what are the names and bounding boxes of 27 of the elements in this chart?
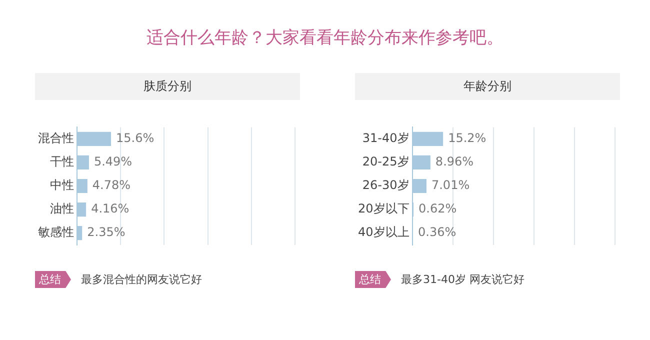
- text: 最多31-40岁 网友说它好: [401, 272, 524, 287]
- data-label: 7.01%: [431, 178, 470, 192]
- y-tick-label: 敏感性: [38, 225, 74, 240]
- data-label: 15.2%: [448, 131, 486, 146]
- data-label: 8.96%: [435, 154, 474, 169]
- data-label: 0.36%: [418, 225, 456, 240]
- text: 总结: [355, 271, 391, 288]
- chart-title: 年龄分别: [355, 73, 620, 100]
- chart-title: 肤质分别: [35, 73, 300, 100]
- y-tick-label: 20-25岁: [362, 154, 410, 169]
- data-label: 0.62%: [418, 202, 457, 216]
- y-tick-label: 31-40岁: [362, 131, 410, 146]
- data-label: 4.78%: [92, 178, 131, 192]
- text: 最多混合性的网友说它好: [81, 272, 202, 287]
- y-tick-label: 40岁以上: [358, 225, 410, 240]
- y-tick-label: 26-30岁: [362, 178, 410, 192]
- data-label: 15.6%: [116, 131, 154, 146]
- data-label: 5.49%: [94, 154, 132, 169]
- data-label: 4.16%: [91, 202, 130, 216]
- text: 适合什么年龄？大家看看年龄分布来作参考吧。: [146, 27, 504, 49]
- y-tick-label: 20岁以下: [358, 202, 410, 216]
- data-label: 2.35%: [87, 225, 126, 240]
- y-tick-label: 油性: [50, 202, 74, 216]
- y-tick-label: 混合性: [38, 131, 74, 146]
- text: 总结: [35, 271, 71, 288]
- y-tick-label: 干性: [50, 154, 74, 169]
- y-tick-label: 中性: [50, 178, 74, 192]
